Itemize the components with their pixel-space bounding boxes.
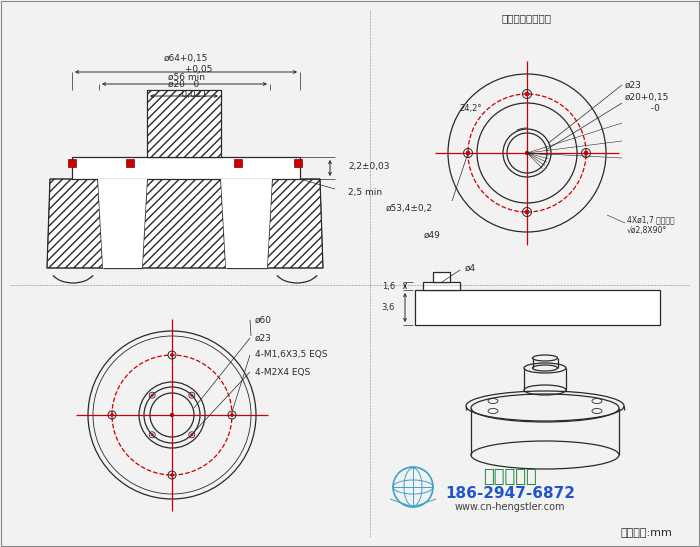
- Circle shape: [151, 434, 153, 436]
- Polygon shape: [98, 179, 147, 268]
- Circle shape: [171, 414, 174, 416]
- Circle shape: [190, 434, 193, 436]
- Bar: [294, 159, 302, 167]
- Text: ø49: ø49: [424, 230, 440, 240]
- Polygon shape: [72, 157, 300, 179]
- Circle shape: [466, 151, 470, 155]
- Text: 尺寸单位:mm: 尺寸单位:mm: [620, 528, 672, 538]
- Text: 4Xø1,7 均匀分布
√ø2,8X90°: 4Xø1,7 均匀分布 √ø2,8X90°: [627, 216, 675, 235]
- Polygon shape: [415, 290, 660, 325]
- Text: 24,2°: 24,2°: [459, 104, 482, 113]
- Text: ø23: ø23: [625, 80, 642, 90]
- Text: 186-2947-6872: 186-2947-6872: [445, 486, 575, 501]
- Text: ø60: ø60: [255, 316, 272, 324]
- Text: 西安德伍拓: 西安德伍拓: [483, 468, 537, 486]
- Text: 2,2±0,03: 2,2±0,03: [348, 161, 389, 171]
- Polygon shape: [423, 282, 460, 290]
- Text: 4-M1,6X3,5 EQS: 4-M1,6X3,5 EQS: [255, 351, 328, 359]
- Text: ø20+0,15
         -0: ø20+0,15 -0: [625, 94, 669, 113]
- Polygon shape: [47, 179, 103, 268]
- Text: ø53,4±0,2: ø53,4±0,2: [386, 203, 433, 212]
- Text: ø23: ø23: [255, 334, 272, 342]
- Polygon shape: [147, 90, 221, 157]
- Circle shape: [230, 414, 234, 416]
- Polygon shape: [267, 179, 323, 268]
- Circle shape: [171, 474, 174, 476]
- Bar: [68, 159, 76, 167]
- Text: 3,6: 3,6: [382, 303, 395, 312]
- Circle shape: [151, 394, 153, 397]
- Text: ø20   0
      -0,021: ø20 0 -0,021: [161, 79, 207, 98]
- Polygon shape: [433, 272, 450, 282]
- Circle shape: [525, 210, 529, 214]
- Text: www.cn-hengstler.com: www.cn-hengstler.com: [455, 502, 566, 512]
- Bar: [234, 159, 242, 167]
- Text: 2,5 min: 2,5 min: [348, 189, 382, 197]
- Circle shape: [525, 92, 529, 96]
- Text: 1,6: 1,6: [382, 282, 395, 290]
- Text: ø64+0,15
         +0,05: ø64+0,15 +0,05: [160, 54, 213, 74]
- Polygon shape: [221, 179, 272, 268]
- Text: 4-M2X4 EQS: 4-M2X4 EQS: [255, 368, 310, 376]
- Circle shape: [526, 152, 528, 154]
- Text: ø56 min: ø56 min: [167, 73, 204, 82]
- Circle shape: [171, 353, 174, 357]
- Text: 动盘轴向螺栓安装: 动盘轴向螺栓安装: [502, 13, 552, 23]
- Circle shape: [190, 394, 193, 397]
- Polygon shape: [142, 179, 226, 268]
- Bar: [126, 159, 134, 167]
- Text: ø4: ø4: [464, 264, 475, 272]
- Circle shape: [584, 151, 588, 155]
- Circle shape: [111, 414, 113, 416]
